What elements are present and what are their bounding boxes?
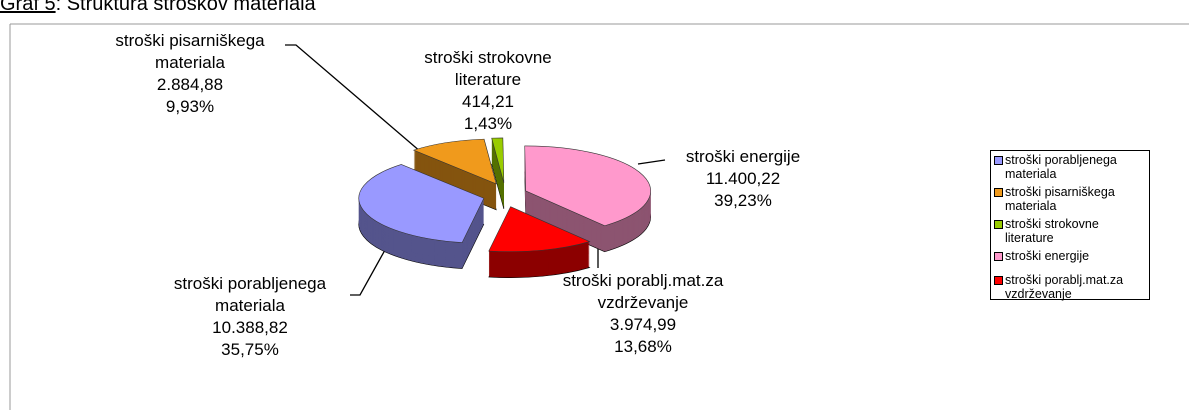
legend-label: stroški energije — [1005, 249, 1090, 263]
legend-item: stroški energije — [994, 249, 1146, 263]
legend-item: stroški pisarniškega materiala — [994, 185, 1146, 213]
data-label: stroški energije 11.400,22 39,23% — [658, 146, 828, 212]
leader-line — [637, 159, 666, 165]
slice — [524, 145, 651, 227]
data-label: stroški strokovne literature 414,21 1,43% — [398, 47, 578, 135]
slice — [358, 164, 485, 243]
label-name: stroški strokovne literature — [424, 48, 552, 89]
legend-swatch — [994, 276, 1003, 285]
label-name: stroški energije — [685, 147, 801, 166]
label-name: stroški pisarniškega materiala — [115, 31, 265, 72]
label-value: 2.884,88 — [156, 75, 224, 94]
legend-item: stroški porablj.mat.za vzdrževanje — [994, 273, 1146, 301]
legend-item: stroški porabljenega materiala — [994, 153, 1146, 181]
label-percent: 9,93% — [165, 97, 215, 116]
pie — [358, 137, 651, 278]
data-label: stroški porablj.mat.za vzdrževanje 3.974,… — [533, 270, 753, 358]
label-value: 414,21 — [462, 92, 514, 111]
slice — [412, 138, 497, 185]
label-percent: 1,43% — [463, 114, 513, 133]
label-name: stroški porablj.mat.za vzdrževanje — [562, 271, 724, 312]
data-label: stroški porabljenega materiala 10.388,82 3… — [145, 273, 355, 361]
legend: stroški porabljenega materiala stroški pi… — [990, 150, 1150, 301]
slice — [488, 206, 591, 252]
legend-label: stroški porablj.mat.za vzdrževanje — [1005, 273, 1124, 301]
title-prefix: Graf 5 — [0, 0, 56, 15]
legend-swatch — [994, 188, 1003, 197]
label-percent: 13,68% — [614, 337, 672, 356]
label-value: 3.974,99 — [609, 315, 677, 334]
legend-swatch — [994, 220, 1003, 229]
label-value: 11.400,22 — [705, 169, 781, 188]
chart-title: Graf 5: Struktura stroškov materiala — [0, 0, 316, 16]
legend-swatch — [994, 252, 1003, 261]
data-label: stroški pisarniškega materiala 2.884,88 9,… — [90, 30, 290, 118]
legend-label: stroški porabljenega materiala — [1005, 153, 1117, 181]
leader-line — [285, 44, 443, 171]
legend-swatch — [994, 156, 1003, 165]
legend-item: stroški strokovne literature — [994, 217, 1146, 245]
title: : Struktura stroškov materiala — [55, 0, 316, 15]
slice — [491, 137, 505, 183]
label-percent: 35,75% — [221, 340, 279, 359]
label-value: 10.388,82 — [212, 318, 288, 337]
label-name: stroški porabljenega materiala — [173, 274, 327, 315]
label-percent: 39,23% — [714, 191, 772, 210]
leader-line — [350, 231, 396, 296]
legend-label: stroški pisarniškega materiala — [1005, 185, 1115, 213]
legend-label: stroški strokovne literature — [1005, 217, 1099, 245]
